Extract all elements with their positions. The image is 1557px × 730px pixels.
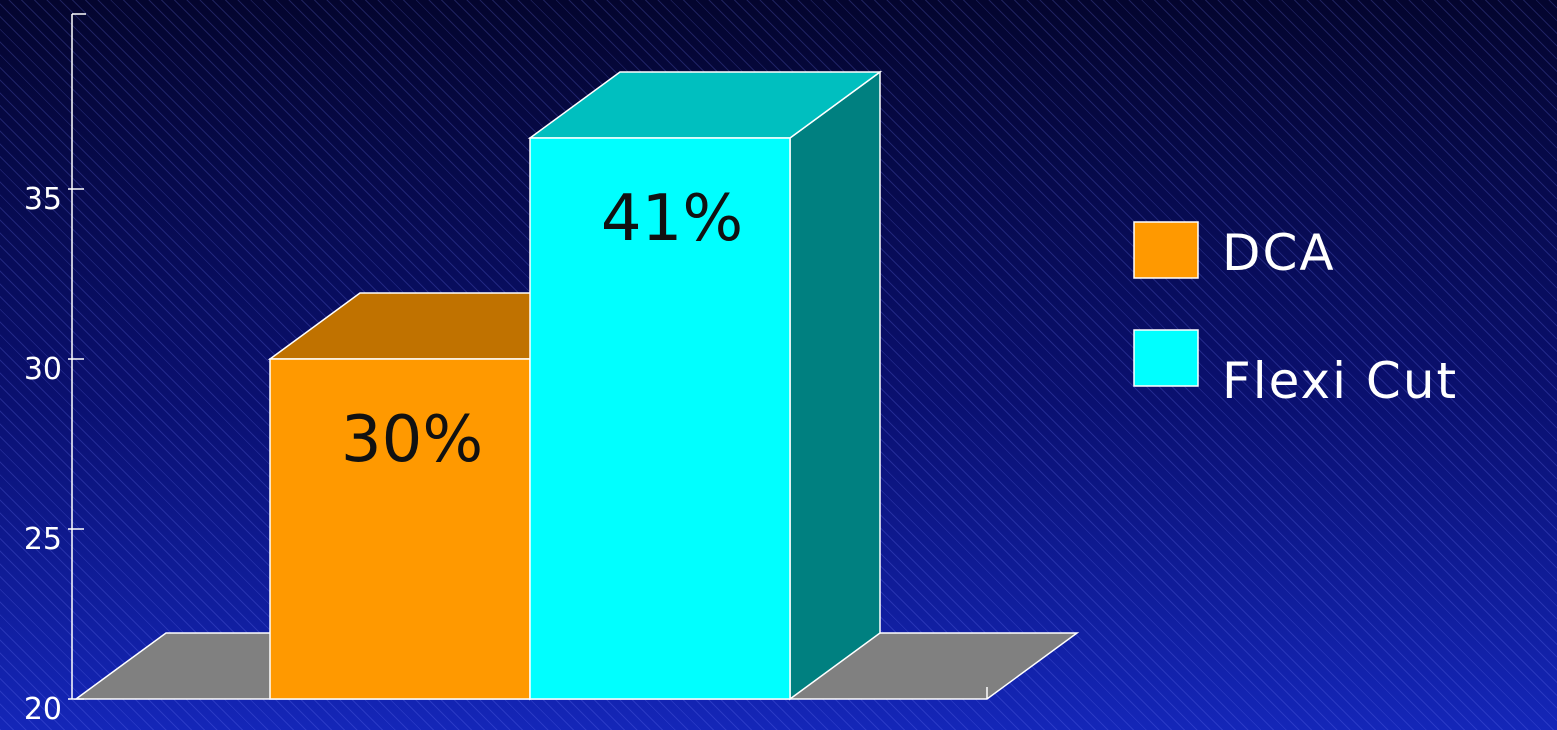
bar-front-face: [269, 358, 531, 700]
y-tick-label: 35: [24, 182, 62, 217]
legend-item: Flexi Cut: [1133, 329, 1458, 410]
legend: DCA Flexi Cut: [1133, 221, 1458, 410]
y-tick-label: 30: [24, 352, 62, 387]
legend-item: DCA: [1133, 221, 1336, 282]
bar-side-face: [789, 70, 881, 701]
y-axis: 20 25 30 35: [24, 13, 86, 727]
legend-label: Flexi Cut: [1222, 352, 1458, 410]
y-tick-label: 20: [24, 692, 62, 727]
legend-label: DCA: [1222, 224, 1336, 282]
y-tick-label: 25: [24, 522, 62, 557]
data-labels: 30% 41%: [341, 182, 743, 477]
legend-swatch: [1133, 221, 1199, 279]
data-label: 30%: [341, 403, 483, 477]
legend-swatch: [1133, 329, 1199, 387]
bars: [267, 70, 883, 701]
bar-flexi-cut: [527, 70, 883, 701]
bar-front-face: [529, 137, 791, 700]
data-label: 41%: [601, 182, 743, 256]
